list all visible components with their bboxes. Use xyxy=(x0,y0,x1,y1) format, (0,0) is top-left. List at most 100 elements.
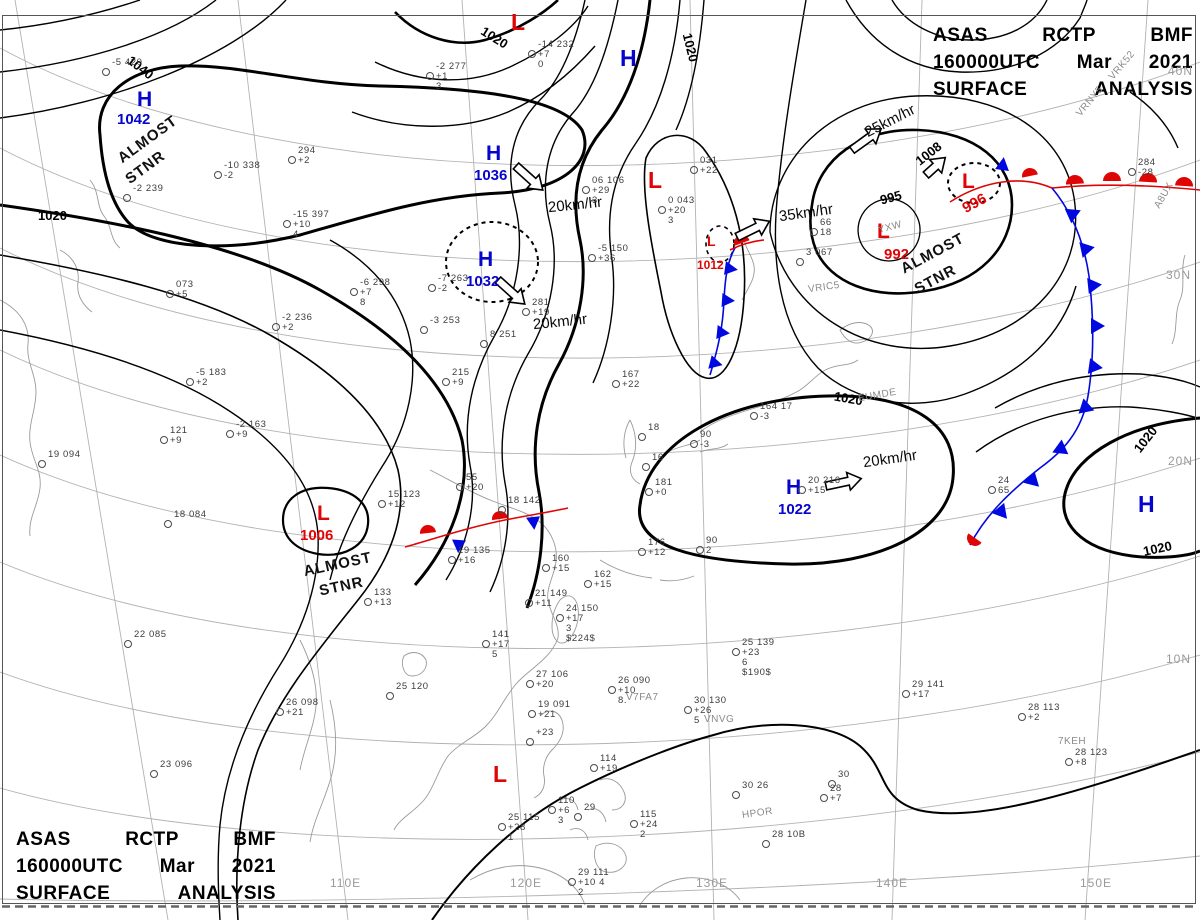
station-plot-line: 281 xyxy=(532,297,550,308)
station-plot: 25 120 xyxy=(386,681,429,700)
station-plot: 15 123 +12 xyxy=(378,490,421,510)
station-plot: 30 xyxy=(828,769,850,788)
station-plot-line: 25 120 xyxy=(396,681,429,692)
center-pressure-value: 1022 xyxy=(778,501,812,518)
station-plot-line: +5 xyxy=(176,289,189,300)
station-plot-line: +16 xyxy=(458,555,476,566)
station-plot-line: 176 xyxy=(648,537,666,548)
title-word: RCTP xyxy=(125,829,179,850)
station-plot-line: 3 xyxy=(566,623,572,634)
station-plot-line: 19 091 xyxy=(538,699,571,710)
low-center-symbol: L xyxy=(962,170,975,193)
station-plot: 3 067 xyxy=(796,248,833,266)
station-plot: 281 +19 xyxy=(522,297,550,318)
movement-arrows-layer xyxy=(494,127,947,492)
station-plot: -3 253 xyxy=(420,315,461,334)
station-plot-line: 8 251 xyxy=(490,329,517,340)
low-center-symbol: L xyxy=(511,9,526,35)
station-plot-line: +23 xyxy=(536,727,554,738)
station-plot-line: 55 xyxy=(466,472,478,483)
longitude-label: 150E xyxy=(1080,876,1113,890)
station-plot-line: 160 xyxy=(552,553,570,564)
station-plot-line: 2 xyxy=(640,829,646,840)
station-plot-line: +20 xyxy=(536,679,554,690)
station-plot-line: 27 106 xyxy=(536,669,569,680)
station-plot: 115 +24 2 xyxy=(630,810,658,840)
station-plot-line: -2 277 xyxy=(436,61,467,72)
movement-arrow-icon xyxy=(848,127,883,155)
station-plot-line: -2 239 xyxy=(133,183,164,194)
station-plot-line: 284 xyxy=(1138,157,1156,168)
station-plot-line: -2 xyxy=(438,283,448,294)
title-line: ASAS RCTP BMF xyxy=(16,826,276,853)
station-plot: 0 043 +20 3 xyxy=(658,196,695,226)
station-plot: -10 338 -2 xyxy=(213,161,260,181)
high-center-symbol: H xyxy=(137,88,153,111)
station-plot: -15 397 +10 4 xyxy=(282,210,329,240)
station-plot-line: 29 xyxy=(584,802,596,813)
low-center-symbol: L xyxy=(317,502,330,525)
station-plot-line: 1 xyxy=(508,832,514,843)
station-plot-line: +21 xyxy=(286,707,304,718)
station-plot: 167 +22 xyxy=(612,369,640,390)
station-plot-line: 26 098 xyxy=(286,697,319,708)
latitude-label: 20N xyxy=(1168,454,1194,468)
station-plot-line: -2 236 xyxy=(282,312,313,323)
station-plot-line: 3 xyxy=(558,815,564,826)
station-plot-line: +17 xyxy=(566,613,584,624)
movement-arrow-icon xyxy=(734,217,771,242)
title-word: ANALYSIS xyxy=(1094,79,1193,100)
station-plot: 294 +2 xyxy=(288,146,316,166)
station-plot-line: 90 xyxy=(706,535,718,546)
station-plot-line: +8 xyxy=(1075,757,1088,768)
station-plot-line: 167 xyxy=(622,369,640,380)
warm-front-west xyxy=(729,239,765,251)
station-plot-line: 19 094 xyxy=(48,449,81,460)
station-plot-line: +2 xyxy=(1028,712,1041,723)
station-plot: -5 420 xyxy=(102,58,143,76)
station-plot: 22 085 xyxy=(124,630,167,648)
station-plot: 284 -28 xyxy=(1128,157,1156,178)
station-plot-line: 30 xyxy=(838,769,850,780)
station-plot-line: 29 141 xyxy=(912,679,945,690)
station-plot-line: 24 xyxy=(998,475,1010,486)
station-plot-line: +11 xyxy=(535,598,553,609)
station-plot-line: 164 17 xyxy=(760,401,793,412)
station-plot-line: -28 xyxy=(1138,167,1154,178)
station-plot-line: 20 216 xyxy=(808,475,841,486)
title-word: 2021 xyxy=(231,856,276,877)
longitude-label: 140E xyxy=(876,876,909,890)
station-plot-line: +26 xyxy=(694,705,712,716)
station-plot: 176 +12 xyxy=(638,537,666,558)
station-plot-line: -2 xyxy=(224,170,234,181)
movement-arrow-icon xyxy=(824,471,863,492)
station-plot-line: +19 xyxy=(532,307,550,318)
station-plot-line: +6 xyxy=(558,805,571,816)
station-plot: 19 094 xyxy=(38,449,81,468)
high-center-symbol: H xyxy=(478,248,494,271)
station-plot-line: 30 130 xyxy=(694,695,727,706)
station-plot-line: 3 xyxy=(436,81,442,92)
station-plot-line: -3 253 xyxy=(430,315,461,326)
longitude-label: 130E xyxy=(696,876,729,890)
station-plot-line: +20 xyxy=(668,205,686,216)
station-plot: 90 2 xyxy=(696,535,718,556)
station-plot: 26 090 +10 8. xyxy=(608,676,651,706)
title-word: ANALYSIS xyxy=(177,883,276,904)
station-plot: 114 +19 xyxy=(590,754,618,774)
station-plot-line: +0 xyxy=(655,487,668,498)
station-plot: 181 +0 xyxy=(645,478,673,498)
center-pressure-value: 1012 xyxy=(697,258,724,272)
title-word: 160000UTC xyxy=(16,856,123,877)
title-line: 160000UTC Mar 2021 xyxy=(933,49,1193,76)
station-plot: 29 141 +17 xyxy=(902,679,945,700)
station-plot-line: 2 xyxy=(578,887,584,898)
station-plot-line: +2 xyxy=(282,322,295,333)
stationary-front xyxy=(404,507,569,548)
station-plot-line: 2 xyxy=(706,545,712,556)
station-plot-line: 110 xyxy=(558,795,575,806)
title-word: Mar xyxy=(159,856,195,877)
station-id-label: VNVG xyxy=(704,714,735,725)
